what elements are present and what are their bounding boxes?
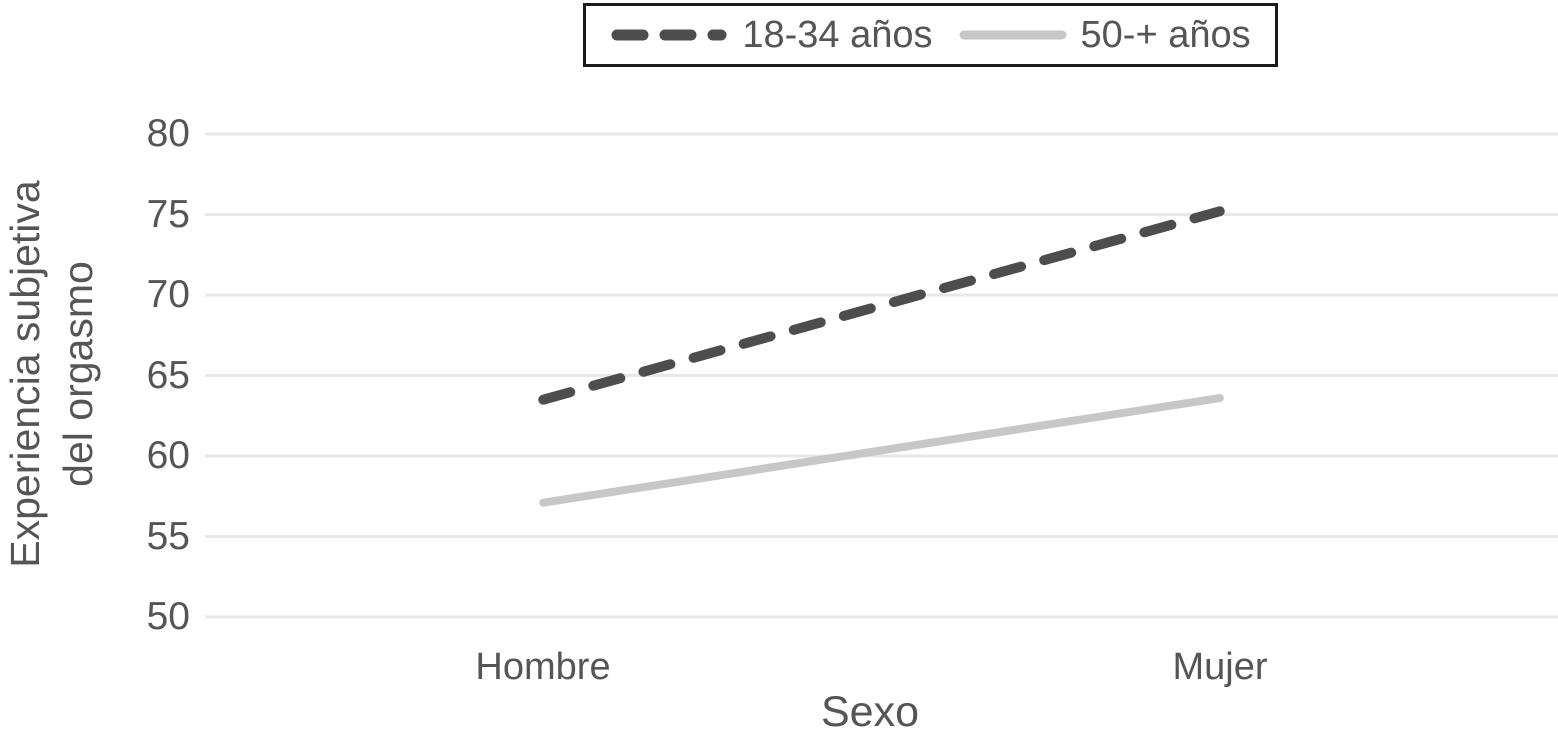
legend-entry-50-plus: 50-+ años [959,14,1251,57]
series-line-0 [538,206,1225,405]
y-tick-label: 65 [146,353,190,397]
dashed-line-swatch-icon [610,28,728,42]
series-line-1 [539,394,1224,507]
x-tick-label-hombre: Hombre [475,646,611,688]
legend-entry-18-34: 18-34 años [610,13,933,57]
x-axis-title: Sexo [820,688,919,736]
solid-line-swatch-icon [959,28,1067,42]
y-tick-label: 80 [146,112,190,155]
legend-label-50-plus: 50-+ años [1080,13,1251,56]
legend: 18-34 años 50-+ años [583,3,1278,67]
y-tick-label: 60 [146,434,190,477]
legend-label-18-34: 18-34 años [742,13,933,56]
y-tick-label: 70 [146,273,190,316]
x-tick-label-mujer: Mujer [1172,646,1268,688]
y-tick-label: 55 [146,514,190,558]
y-tick-label: 75 [146,192,190,236]
y-tick-label: 50 [146,595,190,638]
